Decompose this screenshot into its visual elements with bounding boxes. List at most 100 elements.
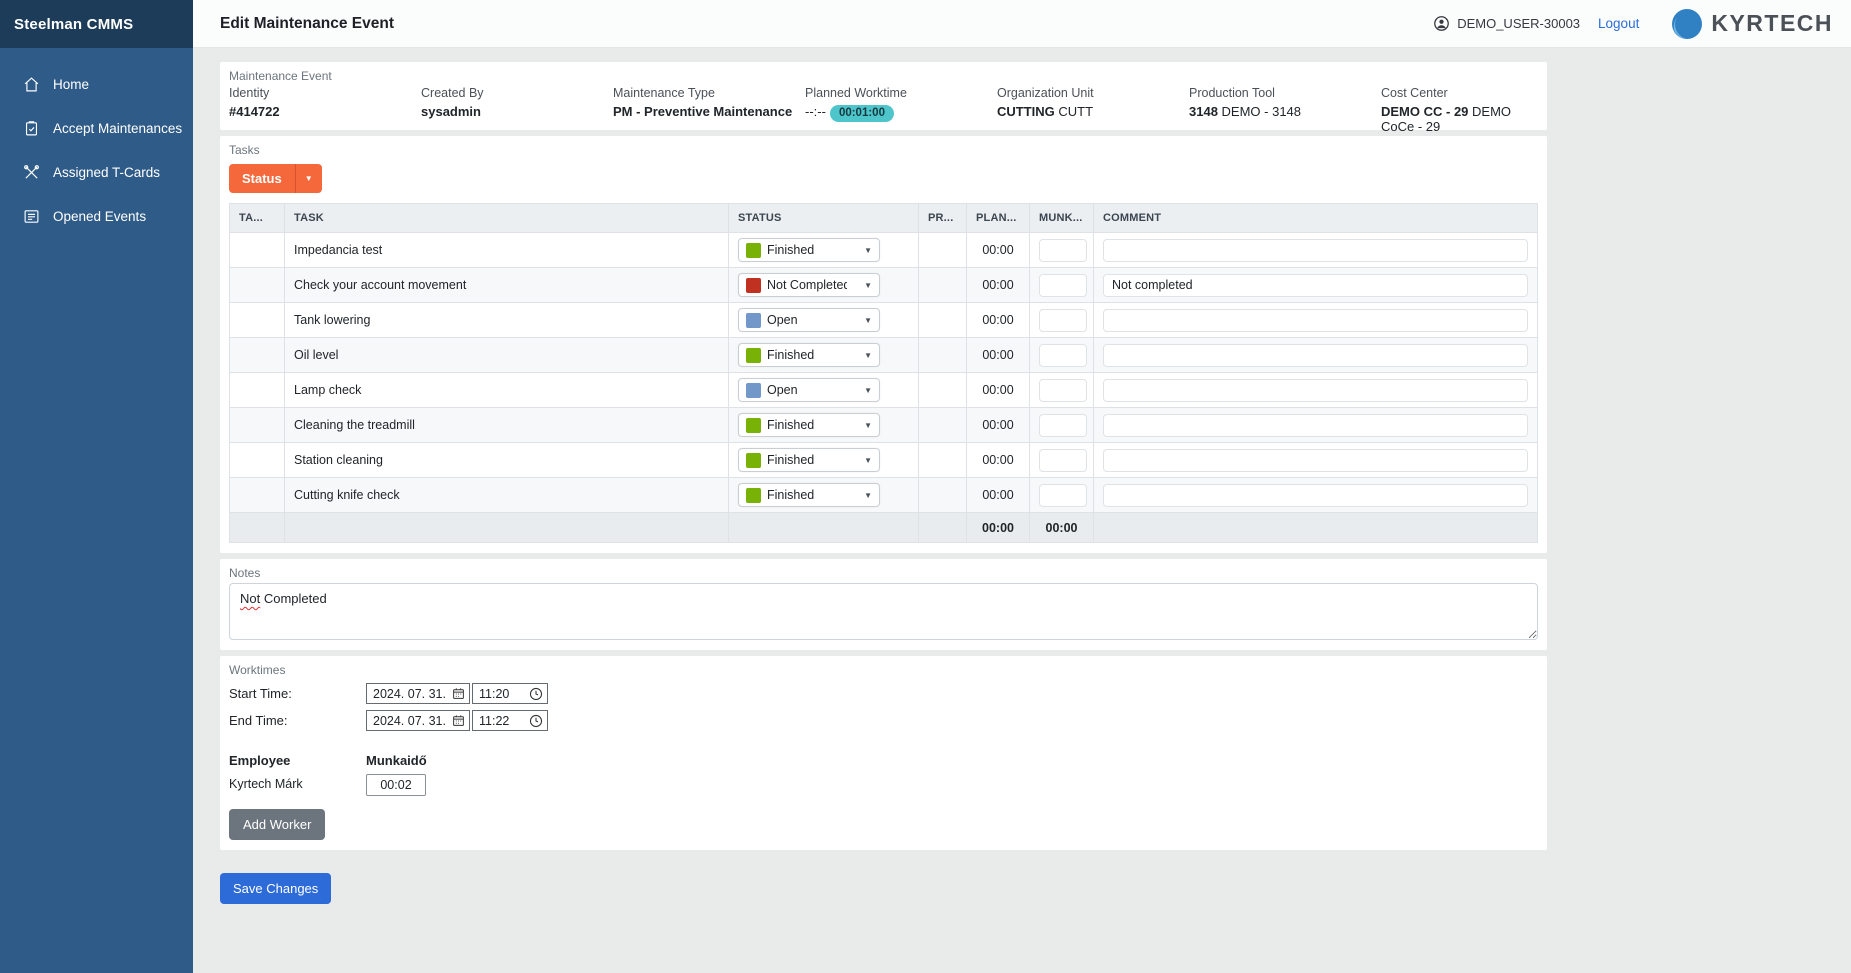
start-date-input[interactable]: 2024. 07. 31. <box>366 683 470 704</box>
end-date-input[interactable]: 2024. 07. 31. <box>366 710 470 731</box>
chevron-down-icon: ▼ <box>864 420 872 430</box>
panel-label: Notes <box>229 566 261 580</box>
planned-worktime-value: --:-- <box>805 104 826 119</box>
calendar-icon[interactable] <box>452 714 465 727</box>
sidebar-item-assigned-tcards[interactable]: Assigned T-Cards <box>0 150 193 194</box>
sidebar-item-opened-events[interactable]: Opened Events <box>0 194 193 238</box>
planned-time-cell: 00:00 <box>966 477 1030 513</box>
clock-icon[interactable] <box>529 687 543 701</box>
comment-input[interactable] <box>1103 413 1528 437</box>
worktime-input[interactable] <box>1039 343 1087 367</box>
worktime-total: 00:00 <box>1029 512 1094 543</box>
priority-cell <box>918 232 967 268</box>
employee-section: Employee Kyrtech Márk Munkaidő <box>229 753 1538 796</box>
planned-time-cell: 00:00 <box>966 337 1030 373</box>
employee-name: Kyrtech Márk <box>229 777 303 791</box>
start-time-input[interactable]: 11:20 <box>472 683 548 704</box>
col-header-comment: COMMENT <box>1093 203 1538 233</box>
panel-label: Maintenance Event <box>229 69 332 83</box>
table-row: Station cleaning Finished ▼ 00:00 <box>229 442 1538 478</box>
status-dropdown[interactable]: Finished ▼ <box>738 238 880 262</box>
worktime-input[interactable] <box>1039 238 1087 262</box>
planned-time-cell: 00:00 <box>966 232 1030 268</box>
save-changes-button[interactable]: Save Changes <box>220 873 332 904</box>
sidebar-item-label: Accept Maintenances <box>53 120 183 136</box>
worktime-input[interactable] <box>1039 413 1087 437</box>
user-chip: DEMO_USER-30003 <box>1433 15 1580 32</box>
status-dropdown[interactable]: Open ▼ <box>738 308 880 332</box>
page-title: Edit Maintenance Event <box>220 14 394 32</box>
worktime-input[interactable] <box>1039 483 1087 507</box>
chevron-down-icon: ▼ <box>864 350 872 360</box>
task-id-cell <box>229 477 285 513</box>
comment-input[interactable] <box>1103 483 1528 507</box>
worktime-input[interactable] <box>1039 273 1087 297</box>
logout-link[interactable]: Logout <box>1598 16 1640 31</box>
status-dropdown[interactable]: Finished ▼ <box>738 483 880 507</box>
field-planned-worktime: Planned Worktime --:-- 00:01:00 <box>805 86 997 134</box>
priority-cell <box>918 442 967 478</box>
planned-worktime-badge: 00:01:00 <box>829 104 894 122</box>
sidebar-item-label: Opened Events <box>53 208 147 224</box>
comment-input[interactable] <box>1103 238 1528 262</box>
task-name-cell: Impedancia test <box>284 232 729 268</box>
comment-input[interactable] <box>1103 273 1528 297</box>
worktime-input[interactable] <box>1039 448 1087 472</box>
status-dropdown[interactable]: Open ▼ <box>738 378 880 402</box>
status-dropdown[interactable]: Finished ▼ <box>738 448 880 472</box>
employee-worktime-input[interactable] <box>366 774 426 796</box>
start-time-label: Start Time: <box>229 686 292 701</box>
field-production-tool: Production Tool 3148 DEMO - 3148 <box>1189 86 1302 119</box>
sidebar-item-home[interactable]: Home <box>0 62 193 106</box>
comment-input[interactable] <box>1103 308 1528 332</box>
planned-time-cell: 00:00 <box>966 302 1030 338</box>
status-dropdown[interactable]: Finished ▼ <box>738 413 880 437</box>
add-worker-button[interactable]: Add Worker <box>229 809 326 840</box>
sidebar: Steelman CMMS Home Accept Maintenances A… <box>0 0 193 973</box>
field-created-by: Created By sysadmin <box>421 86 484 119</box>
status-split-button[interactable]: Status ▼ <box>229 164 322 193</box>
field-maintenance-type: Maintenance Type PM - Preventive Mainten… <box>613 86 793 119</box>
table-row: Lamp check Open ▼ 00:00 <box>229 372 1538 408</box>
col-header-plan: PLAN... <box>966 203 1030 233</box>
user-icon <box>1434 16 1450 31</box>
task-id-cell <box>229 372 285 408</box>
status-dropdown[interactable]: Not Completed ▼ <box>738 273 880 297</box>
status-dropdown[interactable]: Finished ▼ <box>738 343 880 367</box>
chevron-down-icon: ▼ <box>864 245 872 255</box>
priority-cell <box>918 477 967 513</box>
event-fields: Identity #414722 Created By sysadmin Mai… <box>229 86 1538 134</box>
worktime-input[interactable] <box>1039 378 1087 402</box>
clipboard-check-icon <box>25 120 38 135</box>
main-area: Edit Maintenance Event DEMO_USER-30003 L… <box>193 0 1851 973</box>
kyrtech-logo-icon <box>1672 8 1703 39</box>
home-icon <box>24 76 39 91</box>
status-button-label[interactable]: Status <box>242 171 282 186</box>
end-time-row: End Time: 2024. 07. 31. 11:22 <box>229 710 1538 731</box>
task-id-cell <box>229 302 285 338</box>
comment-input[interactable] <box>1103 343 1528 367</box>
priority-cell <box>918 407 967 443</box>
clock-icon[interactable] <box>529 714 543 728</box>
worktimes-panel: Worktimes Start Time: 2024. 07. 31. 11:2… <box>220 656 1547 850</box>
username: DEMO_USER-30003 <box>1457 16 1581 31</box>
comment-input[interactable] <box>1103 448 1528 472</box>
chevron-down-icon: ▼ <box>864 455 872 465</box>
task-id-cell <box>229 267 285 303</box>
planned-time-cell: 00:00 <box>966 267 1030 303</box>
calendar-icon[interactable] <box>452 687 465 700</box>
task-name-cell: Station cleaning <box>284 442 729 478</box>
sidebar-item-accept-maintenances[interactable]: Accept Maintenances <box>0 106 193 150</box>
notes-textarea[interactable]: Not Completed <box>229 583 1538 640</box>
priority-cell <box>918 267 967 303</box>
comment-input[interactable] <box>1103 378 1528 402</box>
table-row: Check your account movement Not Complete… <box>229 267 1538 303</box>
tasks-panel: Tasks Status ▼ TA... TASK STATUS PR... <box>220 136 1547 553</box>
chevron-down-icon[interactable]: ▼ <box>294 164 322 193</box>
employee-column-header: Employee <box>229 753 291 768</box>
end-time-input[interactable]: 11:22 <box>472 710 548 731</box>
worktime-input[interactable] <box>1039 308 1087 332</box>
tools-icon <box>24 164 39 179</box>
priority-cell <box>918 372 967 408</box>
